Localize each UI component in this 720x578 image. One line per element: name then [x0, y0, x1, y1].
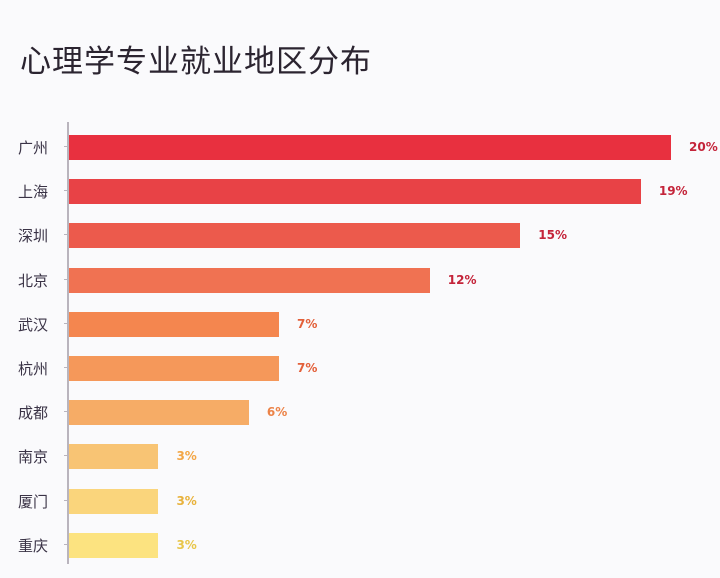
axis-tick — [64, 146, 68, 147]
bar-row: 深圳 15% — [0, 213, 720, 257]
category-label: 重庆 — [18, 536, 49, 555]
category-label: 北京 — [18, 271, 49, 290]
value-label: 7% — [297, 361, 318, 375]
axis-tick — [64, 234, 68, 236]
value-label: 3% — [176, 537, 197, 552]
category-label: 广州 — [18, 139, 49, 157]
bar-row: 武汉 7% — [0, 302, 720, 346]
axis-tick — [64, 278, 68, 280]
bar — [69, 311, 280, 337]
bar-row: 成都 6% — [0, 390, 720, 434]
category-label: 深圳 — [18, 227, 49, 246]
bar — [69, 179, 641, 205]
axis-tick — [64, 190, 68, 192]
axis-tick — [64, 367, 68, 368]
axis-tick — [64, 411, 68, 413]
bar — [69, 400, 249, 426]
value-label: 19% — [658, 184, 688, 199]
value-label: 3% — [176, 449, 197, 464]
axis-tick — [64, 322, 68, 324]
category-label: 上海 — [18, 183, 49, 202]
bar — [69, 488, 159, 514]
axis-tick — [64, 499, 68, 501]
category-label: 武汉 — [18, 315, 49, 334]
category-label: 杭州 — [18, 360, 49, 378]
bar-row: 北京 12% — [0, 258, 720, 302]
axis-tick — [64, 455, 68, 457]
axis-tick — [64, 543, 68, 545]
bar-row: 广州 20% — [0, 125, 720, 169]
bar — [69, 444, 159, 470]
bar-row: 杭州 7% — [0, 346, 720, 390]
y-axis-line — [67, 122, 69, 564]
bar-row: 南京 3% — [0, 434, 720, 478]
bar — [69, 223, 521, 249]
value-label: 6% — [266, 405, 288, 420]
value-label: 7% — [297, 316, 318, 331]
bar-row: 重庆 3% — [0, 523, 720, 567]
bar-row: 厦门 3% — [0, 479, 720, 523]
category-label: 成都 — [18, 404, 49, 423]
value-label: 12% — [447, 272, 477, 287]
bar-row: 上海 19% — [0, 169, 720, 213]
category-label: 厦门 — [18, 492, 49, 511]
bar — [69, 135, 671, 160]
bar — [69, 532, 159, 558]
chart-title: 心理学专业就业地区分布 — [20, 44, 372, 80]
bar — [69, 267, 430, 293]
bar — [69, 356, 280, 381]
value-label: 20% — [689, 140, 718, 154]
value-label: 3% — [176, 493, 197, 508]
category-label: 南京 — [18, 448, 49, 467]
value-label: 15% — [538, 228, 567, 243]
